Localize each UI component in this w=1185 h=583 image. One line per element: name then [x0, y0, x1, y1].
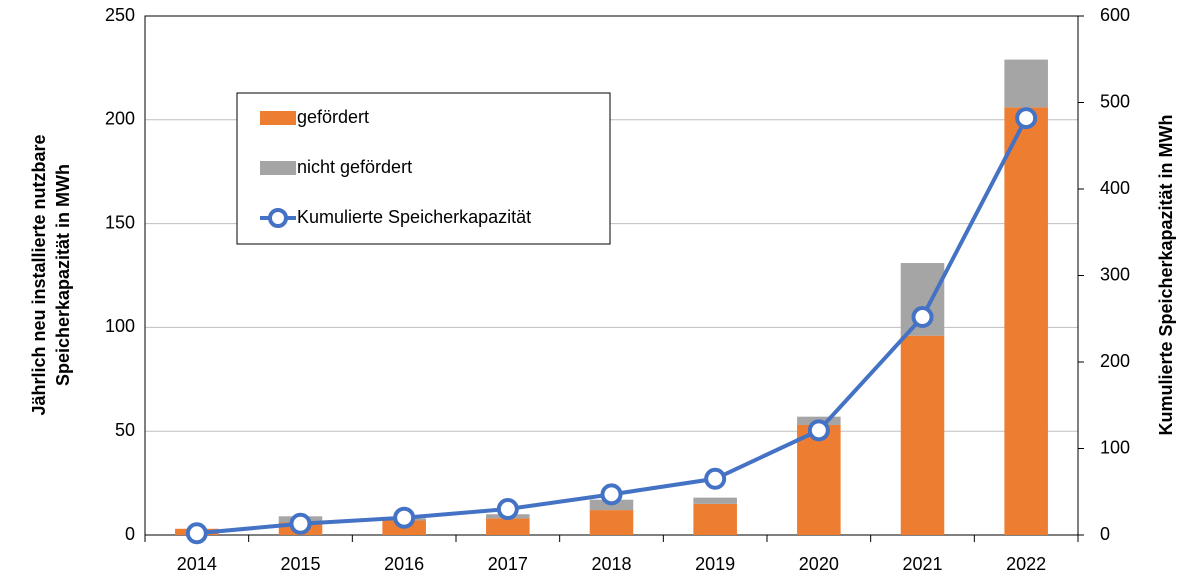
bar	[693, 503, 737, 535]
line-marker	[1015, 107, 1038, 130]
bar	[486, 518, 530, 535]
line-marker	[185, 522, 208, 545]
line-marker	[704, 467, 727, 490]
bar	[1004, 59, 1048, 108]
y2-axis-title: Kumulierte Speicherkapazität in MWh	[1156, 114, 1176, 435]
bar	[1004, 107, 1048, 536]
line-marker	[807, 419, 830, 442]
bar	[693, 497, 737, 504]
y-tick-label: 200	[105, 109, 135, 129]
legend-swatch	[260, 161, 296, 175]
y2-tick-label: 300	[1100, 264, 1130, 284]
line-marker	[911, 306, 934, 329]
x-tick-label: 2019	[695, 554, 735, 574]
x-tick-label: 2016	[384, 554, 424, 574]
line-marker	[289, 512, 312, 535]
y-tick-label: 0	[125, 524, 135, 544]
bar	[589, 510, 634, 535]
y-axis-title: Speicherkapazität in MWh	[53, 164, 73, 386]
legend	[236, 92, 611, 245]
legend-swatch	[260, 111, 296, 125]
x-tick-label: 2021	[902, 554, 942, 574]
y2-tick-label: 600	[1100, 5, 1130, 25]
y2-tick-label: 0	[1100, 524, 1110, 544]
x-tick-label: 2017	[488, 554, 528, 574]
y2-tick-label: 100	[1100, 437, 1130, 457]
y-tick-label: 100	[105, 316, 135, 336]
y-tick-label: 150	[105, 212, 135, 232]
line-marker	[600, 483, 623, 506]
legend-swatch	[268, 208, 288, 228]
y2-tick-label: 200	[1100, 351, 1130, 371]
bar	[900, 335, 945, 535]
y-axis-title: Jährlich neu installierte nutzbare	[29, 134, 49, 415]
y2-tick-label: 400	[1100, 178, 1130, 198]
y-tick-label: 250	[105, 5, 135, 25]
legend-label: nicht gefördert	[297, 157, 412, 177]
x-tick-label: 2014	[177, 554, 217, 574]
legend-label: gefördert	[297, 107, 369, 127]
line-marker	[496, 498, 519, 521]
bar	[797, 424, 841, 535]
x-tick-label: 2020	[799, 554, 839, 574]
x-tick-label: 2015	[280, 554, 320, 574]
y2-tick-label: 500	[1100, 91, 1130, 111]
x-tick-label: 2018	[591, 554, 631, 574]
legend-label: Kumulierte Speicherkapazität	[297, 207, 531, 227]
line-marker	[393, 506, 416, 529]
y-tick-label: 50	[115, 420, 135, 440]
x-tick-label: 2022	[1006, 554, 1046, 574]
